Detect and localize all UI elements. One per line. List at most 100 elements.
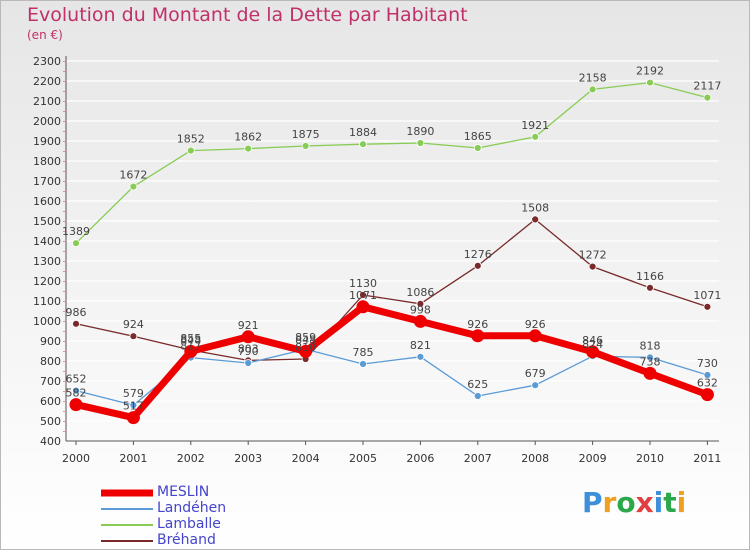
- data-point: [646, 283, 654, 292]
- data-point: [129, 182, 138, 191]
- logo-letter: i: [676, 486, 687, 519]
- data-point: [531, 132, 540, 141]
- logo-letter: t: [663, 486, 677, 519]
- data-label: 1071: [349, 289, 377, 302]
- chart-title: Evolution du Montant de la Dette par Hab…: [27, 4, 468, 26]
- x-tick-label: 2005: [349, 452, 377, 465]
- data-point: [531, 215, 540, 224]
- y-tick-label: 800: [40, 355, 61, 368]
- data-label: 924: [123, 318, 144, 331]
- logo-letter: r: [602, 486, 617, 519]
- data-point: [244, 144, 253, 153]
- data-point: [471, 329, 485, 343]
- data-label: 730: [697, 357, 718, 370]
- data-label: 1086: [406, 286, 434, 299]
- proxiti-logo: Proxiti: [582, 486, 686, 519]
- y-tick-label: 1100: [33, 295, 61, 308]
- logo-letter: x: [635, 486, 654, 519]
- data-label: 738: [640, 355, 661, 368]
- series-meslin: [69, 300, 714, 425]
- data-label: 1884: [349, 126, 377, 139]
- data-label: 625: [467, 378, 488, 391]
- x-tick-label: 2008: [521, 452, 549, 465]
- y-tick-label: 600: [40, 395, 61, 408]
- data-label: 1865: [464, 130, 492, 143]
- data-label: 848: [295, 333, 316, 346]
- data-label: 652: [66, 373, 87, 386]
- data-point: [531, 381, 540, 390]
- x-tick-label: 2009: [579, 452, 607, 465]
- legend-swatch: [101, 501, 153, 517]
- data-label: 998: [410, 303, 431, 316]
- data-point: [72, 239, 80, 248]
- data-point: [241, 330, 255, 344]
- data-label: 926: [467, 318, 488, 331]
- data-label: 824: [582, 338, 603, 351]
- data-point: [528, 329, 542, 343]
- legend-item: Landéhen: [101, 500, 241, 517]
- series-line: [75, 81, 708, 244]
- data-point: [301, 142, 310, 150]
- y-tick-label: 500: [40, 415, 61, 428]
- data-point: [473, 261, 482, 270]
- data-point: [129, 401, 138, 410]
- data-label: 1166: [636, 270, 664, 283]
- data-point: [72, 386, 80, 395]
- y-tick-label: 1900: [33, 135, 61, 148]
- data-point: [186, 146, 195, 155]
- legend-label: Lamballe: [157, 516, 221, 532]
- y-tick-label: 2100: [33, 95, 61, 108]
- logo-letter: i: [653, 486, 664, 519]
- data-label: 1276: [464, 248, 492, 261]
- data-label: 803: [238, 342, 259, 355]
- data-point: [184, 344, 198, 358]
- x-tick-label: 2000: [62, 452, 90, 465]
- data-point: [72, 319, 80, 328]
- data-label: 846: [582, 334, 603, 347]
- data-label: 1672: [119, 169, 147, 182]
- y-tick-label: 1000: [33, 315, 61, 328]
- x-tick-label: 2007: [464, 452, 492, 465]
- data-label: 859: [295, 331, 316, 344]
- data-point: [586, 345, 600, 359]
- data-label: 848: [180, 333, 201, 346]
- data-label: 817: [180, 340, 201, 353]
- y-tick-label: 2200: [33, 75, 61, 88]
- y-tick-label: 1800: [33, 155, 61, 168]
- data-label: 679: [525, 367, 546, 380]
- x-tick-label: 2006: [406, 452, 434, 465]
- data-label: 1921: [521, 119, 549, 132]
- data-point: [359, 140, 367, 149]
- data-label: 1890: [406, 125, 434, 138]
- legend-item: Bréhand: [101, 532, 241, 549]
- y-tick-label: 700: [40, 375, 61, 388]
- legend-item: MESLIN: [101, 484, 241, 501]
- data-label: 517: [123, 400, 144, 413]
- legend-label: MESLIN: [157, 484, 210, 500]
- y-tick-label: 1600: [33, 195, 61, 208]
- series-line: [75, 218, 708, 362]
- legend-swatch: [101, 485, 153, 501]
- data-label: 921: [238, 319, 259, 332]
- data-label: 810: [295, 341, 316, 354]
- logo-letter: P: [582, 486, 603, 519]
- data-point: [416, 352, 425, 361]
- data-point: [416, 139, 425, 147]
- x-tick-label: 2010: [636, 452, 664, 465]
- data-point: [588, 262, 597, 271]
- data-label: 579: [123, 387, 144, 400]
- y-tick-label: 400: [40, 435, 61, 448]
- data-label: 821: [410, 339, 431, 352]
- y-tick-label: 1300: [33, 255, 61, 268]
- data-point: [129, 332, 138, 341]
- data-point: [359, 291, 367, 299]
- x-tick-label: 2002: [177, 452, 205, 465]
- series-brehand: [72, 215, 712, 365]
- data-label: 2192: [636, 65, 664, 78]
- data-point: [643, 366, 657, 380]
- data-label: 926: [525, 318, 546, 331]
- data-point: [416, 299, 425, 308]
- data-point: [646, 78, 654, 87]
